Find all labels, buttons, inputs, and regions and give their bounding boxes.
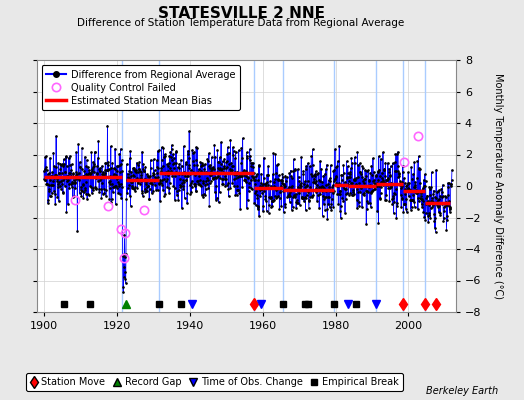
Text: Difference of Station Temperature Data from Regional Average: Difference of Station Temperature Data f…: [78, 18, 405, 28]
Legend: Station Move, Record Gap, Time of Obs. Change, Empirical Break: Station Move, Record Gap, Time of Obs. C…: [26, 373, 403, 391]
Legend: Difference from Regional Average, Quality Control Failed, Estimated Station Mean: Difference from Regional Average, Qualit…: [41, 65, 240, 110]
Text: STATESVILLE 2 NNE: STATESVILLE 2 NNE: [158, 6, 324, 21]
Text: Berkeley Earth: Berkeley Earth: [425, 386, 498, 396]
Y-axis label: Monthly Temperature Anomaly Difference (°C): Monthly Temperature Anomaly Difference (…: [493, 73, 503, 299]
